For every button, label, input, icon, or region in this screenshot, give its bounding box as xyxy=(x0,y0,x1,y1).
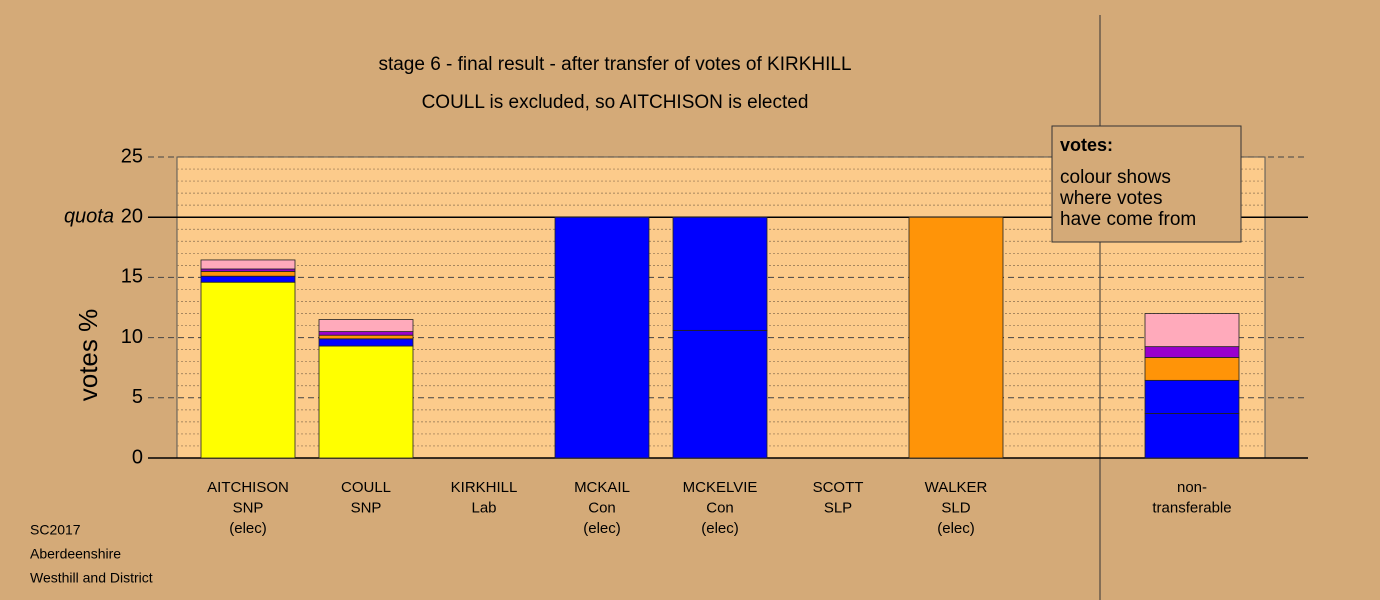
bar-segment xyxy=(318,331,414,336)
x-tick-label: MCKAIL xyxy=(574,479,630,496)
y-tick-label: 20 xyxy=(121,205,143,227)
x-tick-label: SCOTT xyxy=(813,479,864,496)
bar-segment xyxy=(200,281,296,459)
bar-segment xyxy=(318,319,414,332)
footer-text: SC2017 xyxy=(30,522,81,538)
legend-box xyxy=(1051,125,1242,243)
x-tick-label: transferable xyxy=(1152,499,1231,516)
x-tick-label: WALKER xyxy=(925,479,988,496)
x-tick-label: (elec) xyxy=(583,520,621,537)
x-tick-label: (elec) xyxy=(701,520,739,537)
legend-text: colour shows xyxy=(1060,167,1171,188)
y-tick-label: 10 xyxy=(121,326,143,348)
bar-segment xyxy=(672,216,768,331)
y-tick-label: 25 xyxy=(121,145,143,167)
legend: votes: colour shows where votes have com… xyxy=(1051,125,1242,243)
bar-segment xyxy=(200,259,296,270)
legend-text: where votes xyxy=(1059,188,1162,209)
x-tick-label: Con xyxy=(588,499,616,516)
x-tick-label: COULL xyxy=(341,479,391,496)
bar-segment xyxy=(1144,357,1240,381)
legend-title: votes: xyxy=(1060,135,1113,155)
bar-segment xyxy=(318,345,414,459)
x-tick-label: Con xyxy=(706,499,734,516)
x-tick-label: MCKELVIE xyxy=(683,479,758,496)
x-tick-label: non- xyxy=(1177,479,1207,496)
x-tick-label: (elec) xyxy=(937,520,975,537)
bar-segment xyxy=(1144,313,1240,348)
bar-segment xyxy=(200,270,296,277)
y-tick-label: 5 xyxy=(132,386,143,408)
quota-label: quota xyxy=(64,205,114,227)
footer-text: Westhill and District xyxy=(30,570,153,586)
y-tick-label: 0 xyxy=(132,446,143,468)
y-axis-label: votes % xyxy=(73,309,103,402)
bar-segment xyxy=(554,216,650,459)
x-tick-label: Lab xyxy=(471,499,496,516)
x-tick-label: SNP xyxy=(233,499,264,516)
legend-text: have come from xyxy=(1060,209,1196,230)
x-tick-label: SLD xyxy=(941,499,970,516)
footer-text: Aberdeenshire xyxy=(30,546,121,562)
x-tick-label: KIRKHILL xyxy=(451,479,518,496)
x-tick-label: (elec) xyxy=(229,520,267,537)
x-tick-label: SNP xyxy=(351,499,382,516)
x-tick-label: AITCHISON xyxy=(207,479,289,496)
bar-segment xyxy=(318,338,414,347)
bar-segment xyxy=(1144,413,1240,459)
bar-segment xyxy=(1144,346,1240,358)
bar-segment xyxy=(200,275,296,283)
y-tick-label: 15 xyxy=(121,266,143,288)
chart-title: stage 6 - final result - after transfer … xyxy=(378,54,851,75)
chart-subtitle: COULL is excluded, so AITCHISON is elect… xyxy=(422,92,809,113)
bar-segment xyxy=(672,329,768,459)
bar-segment xyxy=(318,334,414,340)
x-tick-label: SLP xyxy=(824,499,852,516)
bar-segment xyxy=(908,216,1004,459)
bar-segment xyxy=(1144,379,1240,414)
